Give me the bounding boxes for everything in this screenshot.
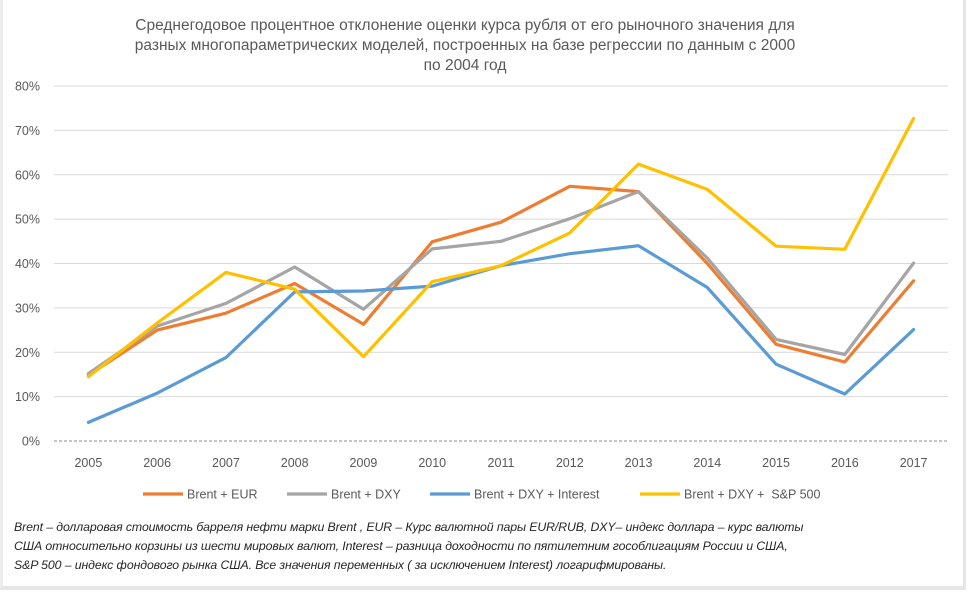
gridlines <box>54 85 948 442</box>
x-tick-label: 2011 <box>488 456 515 470</box>
legend-label: Brent + DXY + S&P 500 <box>684 488 820 502</box>
x-tick-label: 2007 <box>212 456 240 470</box>
y-tick-label: 70% <box>15 124 40 138</box>
chart-title-line: разных многопараметрических моделей, пос… <box>134 37 796 54</box>
legend-label: Brent + DXY <box>331 488 401 502</box>
y-tick-label: 50% <box>15 213 40 227</box>
y-tick-label: 60% <box>15 168 40 182</box>
x-tick-label: 2013 <box>625 456 653 470</box>
footnote: Brent – долларовая стоимость барреля неф… <box>14 518 959 575</box>
footnote-line: США относительно корзины из шести мировы… <box>14 539 788 553</box>
x-tick-label: 2012 <box>556 456 584 470</box>
x-tick-label: 2010 <box>418 456 446 470</box>
legend-item: Brent + DXY + S&P 500 <box>640 488 820 502</box>
y-tick-label: 40% <box>15 257 40 271</box>
x-tick-label: 2016 <box>831 456 859 470</box>
legend-item: Brent + EUR <box>143 488 258 502</box>
legend-item: Brent + DXY <box>287 488 401 502</box>
legend-label: Brent + DXY + Interest <box>474 488 600 502</box>
x-tick-label: 2005 <box>74 456 102 470</box>
legend-item: Brent + DXY + Interest <box>430 488 600 502</box>
y-tick-label: 30% <box>15 301 40 315</box>
y-tick-label: 20% <box>15 346 40 360</box>
series-4 <box>86 116 916 379</box>
legend: Brent + EUR Brent + DXY Brent + DXY + Inte… <box>143 488 820 502</box>
series-line <box>86 184 916 377</box>
series-lines <box>86 116 916 424</box>
chart-title: Среднегодовое процентное отклонение оцен… <box>60 16 870 76</box>
x-tick-label: 2015 <box>762 456 790 470</box>
x-tick-label: 2006 <box>143 456 171 470</box>
series-line <box>86 116 916 379</box>
chart-title-line: по 2004 год <box>423 57 507 74</box>
series-line <box>86 190 916 376</box>
footnote-line: S&P 500 – индекс фондового рынка США. Вс… <box>14 558 667 572</box>
series-2 <box>86 190 916 376</box>
line-chart: 0%10%20%30%40%50%60%70%80% 2005 2006 2007 2… <box>15 80 948 502</box>
y-axis-ticks: 0% 10% 20% 30% 40% 50% 60% 70% 80% <box>15 80 40 449</box>
x-tick-label: 2008 <box>281 456 309 470</box>
series-1 <box>86 184 916 377</box>
x-tick-label: 2017 <box>900 456 928 470</box>
x-tick-label: 2014 <box>693 456 721 470</box>
x-axis-ticks: 2005 2006 2007 2008 2009 2010 2011 2012 2013 2014… <box>74 456 927 470</box>
series-line <box>86 244 916 424</box>
x-tick-label: 2009 <box>350 456 378 470</box>
y-tick-label: 0% <box>22 435 40 449</box>
y-tick-label: 10% <box>15 390 40 404</box>
y-tick-label: 80% <box>15 80 40 94</box>
legend-label: Brent + EUR <box>187 488 258 502</box>
footnote-line: Brent – долларовая стоимость барреля неф… <box>14 520 804 534</box>
chart-title-line: Среднегодовое процентное отклонение оцен… <box>135 17 795 34</box>
